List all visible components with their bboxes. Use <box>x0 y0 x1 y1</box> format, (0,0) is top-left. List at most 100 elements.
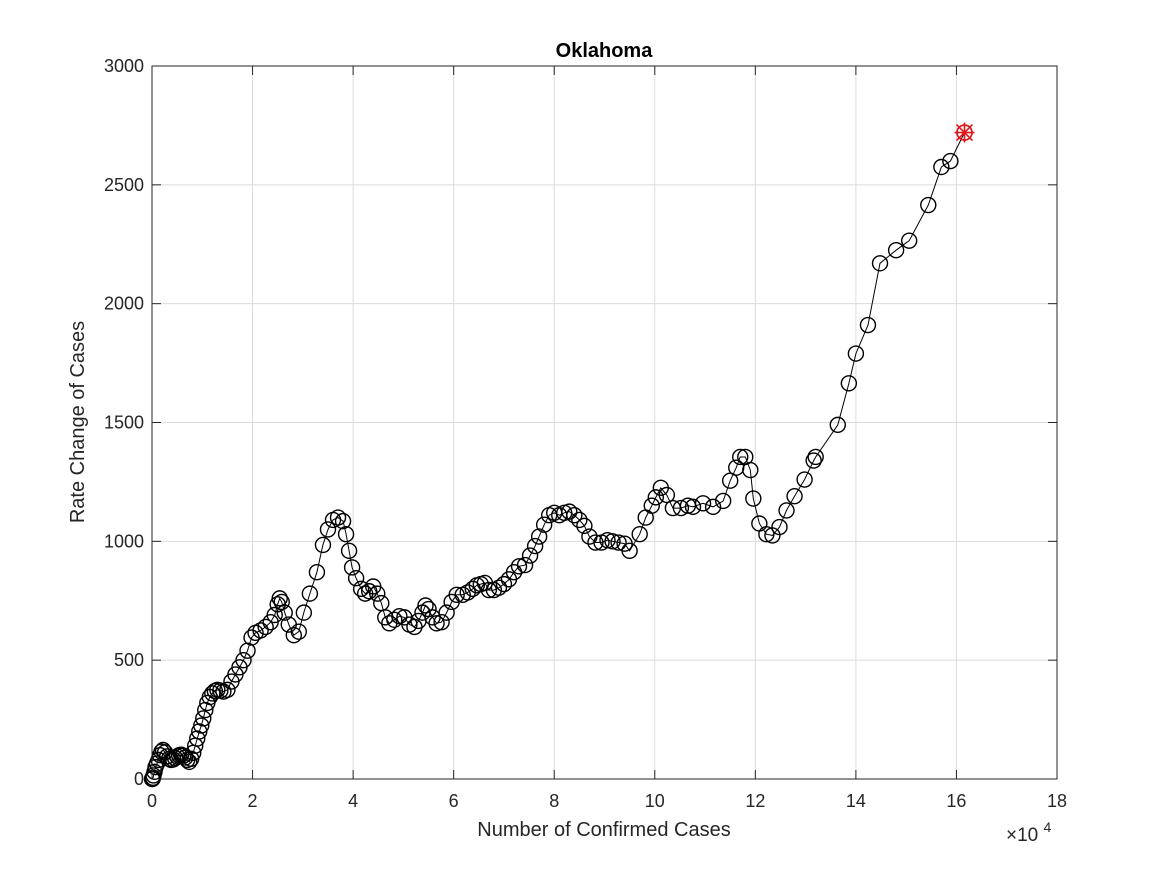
data-point <box>742 461 759 479</box>
data-point <box>347 569 365 587</box>
data-point <box>295 604 313 621</box>
y-tick-label: 3000 <box>104 56 144 76</box>
data-point <box>219 681 236 699</box>
y-tick-label: 1500 <box>104 413 144 433</box>
data-point <box>887 241 905 259</box>
data-point <box>235 651 252 669</box>
x-tick-label: 18 <box>1047 791 1067 811</box>
y-axis-label: Rate Change of Cases <box>67 321 89 523</box>
x-tick-label: 2 <box>248 791 258 811</box>
data-point <box>621 542 638 560</box>
data-point <box>273 593 290 611</box>
data-point <box>285 627 302 644</box>
y-tick-label: 0 <box>134 769 144 789</box>
data-point <box>334 512 352 530</box>
data-point <box>438 604 455 621</box>
data-point <box>745 490 762 507</box>
x-tick-label: 6 <box>449 791 459 811</box>
data-point <box>771 518 788 536</box>
data-point <box>337 526 355 543</box>
data-point <box>847 345 865 362</box>
data-point <box>417 597 434 614</box>
data-point <box>204 685 221 702</box>
data-point <box>252 622 269 639</box>
data-point <box>433 613 450 631</box>
data-point <box>807 448 824 466</box>
data-point <box>840 375 858 392</box>
data-point <box>933 158 950 176</box>
data-point <box>308 564 326 581</box>
y-tick-label: 500 <box>114 650 144 670</box>
x-tick-label: 0 <box>147 791 157 811</box>
x-axis-multiplier-base: ×10 <box>1006 825 1038 846</box>
data-point <box>174 747 192 764</box>
y-tick-label: 2500 <box>104 175 144 195</box>
highlight-marker <box>954 122 975 143</box>
x-tick-label: 14 <box>846 791 866 811</box>
data-point <box>643 497 660 514</box>
data-point <box>721 472 739 489</box>
data-point <box>495 575 513 593</box>
data-point <box>829 416 846 434</box>
data-point <box>369 585 386 602</box>
data-point <box>361 583 378 600</box>
data-point <box>871 255 889 272</box>
x-axis-multiplier: ×10 4 <box>1006 819 1052 846</box>
data-point <box>900 232 918 249</box>
x-tick-label: 10 <box>645 791 665 811</box>
data-point <box>587 534 604 551</box>
data-point <box>647 489 664 506</box>
data-point <box>684 498 702 516</box>
x-axis-multiplier-exponent: 4 <box>1044 819 1052 835</box>
data-point <box>920 196 937 214</box>
data-point <box>672 499 690 517</box>
data-point <box>610 534 627 551</box>
data-point <box>530 528 548 545</box>
data-point <box>271 590 288 607</box>
x-tick-label: 16 <box>946 791 966 811</box>
data-point <box>301 585 319 602</box>
y-tick-label: 1000 <box>104 531 144 551</box>
data-point <box>535 516 553 533</box>
data-point <box>206 682 224 700</box>
data-point <box>758 526 775 543</box>
axis-ticks: 0 2 4 6 8 10 12 14 16 18 0 500 1000 1500 2000 2500 3000 <box>104 56 1067 811</box>
data-point <box>276 604 293 621</box>
data-point <box>176 749 194 766</box>
data-point <box>448 586 465 604</box>
data-point <box>329 509 347 526</box>
data-point <box>420 600 437 618</box>
data-point <box>340 542 358 560</box>
data-point <box>193 717 210 734</box>
data-point <box>181 753 198 771</box>
data-point <box>571 511 588 529</box>
data-point <box>786 487 803 505</box>
data-point <box>343 559 361 576</box>
data-point <box>314 536 332 554</box>
highlight-cross-d2 <box>955 123 974 142</box>
data-point <box>796 471 813 488</box>
data-point <box>714 492 732 510</box>
data-point <box>195 710 212 727</box>
data-point <box>631 526 648 543</box>
data-point <box>526 537 544 555</box>
data-point <box>510 558 528 575</box>
data-point <box>561 503 578 520</box>
data-point <box>704 498 722 516</box>
x-axis-label: Number of Confirmed Cases <box>477 819 730 841</box>
chart-title: Oklahoma <box>556 40 654 62</box>
data-point <box>386 611 403 628</box>
data-point <box>942 152 959 170</box>
x-tick-label: 12 <box>745 791 765 811</box>
x-tick-label: 8 <box>549 791 559 811</box>
data-point <box>566 506 583 524</box>
data-point <box>521 547 539 564</box>
data-point <box>778 502 795 519</box>
data-point <box>319 521 337 538</box>
y-tick-label: 2000 <box>104 294 144 314</box>
data-point <box>516 556 534 574</box>
x-tick-label: 4 <box>348 791 358 811</box>
data-point <box>658 486 676 504</box>
data-point <box>732 448 749 466</box>
data-point <box>694 495 712 512</box>
